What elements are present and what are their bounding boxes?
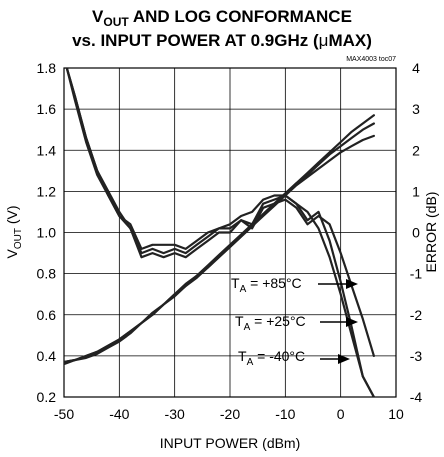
x-tick-label: -40 [109,406,129,422]
y-right-tick-label: 0 [412,225,420,241]
vout-curve-2 [64,134,375,366]
y-right-tick-label: 1 [412,183,420,199]
y-right-tick-label: 4 [412,60,420,76]
y-axis-left-label: VOUT (V) [4,205,24,258]
y-axis-right-label: ERROR (dB) [423,192,439,273]
y-left-tick-label: 1.2 [37,183,57,199]
plot-frame [63,67,397,398]
x-tick-label: -30 [165,406,185,422]
annotation-25c: TA = +25°C [235,313,306,333]
tick-labels: -50 -40 -30 -20 -10 0 100.20.40.60.81.01.21.41… [37,60,423,422]
chart-tag: MAX4003 toc07 [346,56,396,63]
annotation-25c-arrowhead [346,317,358,327]
chart-title-line-2: vs. INPUT POWER AT 0.9GHz (μMAX) [72,31,372,50]
y-left-tick-label: 1.6 [37,101,57,117]
annotation-85c: TA = +85°C [231,275,302,295]
error-curve-3 [65,68,375,357]
x-tick-label: -10 [275,406,295,422]
x-tick-label: 10 [388,406,404,422]
y-left-tick-label: 0.6 [37,307,57,323]
y-right-tick-label: -3 [410,348,423,364]
x-axis-label: INPUT POWER (dBm) [160,435,301,451]
chart-title-line-1: VOUT AND LOG CONFORMANCE [92,7,352,29]
x-tick-label: 0 [337,406,345,422]
y-right-tick-label: -1 [410,266,423,282]
x-tick-label: -20 [220,406,240,422]
y-left-tick-label: 1.8 [37,60,57,76]
vout-curve-1 [64,114,375,364]
error-curve-5 [65,68,375,397]
y-right-tick-label: -2 [410,307,423,323]
y-left-tick-label: 0.2 [37,389,57,405]
y-left-tick-label: 0.4 [37,348,57,364]
annotation-85c-arrowhead [346,279,358,289]
y-right-tick-label: 2 [412,142,420,158]
x-tick-label: -50 [54,406,74,422]
y-right-tick-label: 3 [412,101,420,117]
y-left-tick-label: 1.4 [37,142,57,158]
y-right-tick-label: -4 [410,389,423,405]
vout-curve-0 [64,122,375,364]
annotation-minus40c: TA = -40°C [238,348,305,368]
y-left-tick-label: 1.0 [37,225,57,241]
y-left-tick-label: 0.8 [37,266,57,282]
annotation-minus40c-arrowhead [338,354,350,364]
series-group [64,68,375,397]
